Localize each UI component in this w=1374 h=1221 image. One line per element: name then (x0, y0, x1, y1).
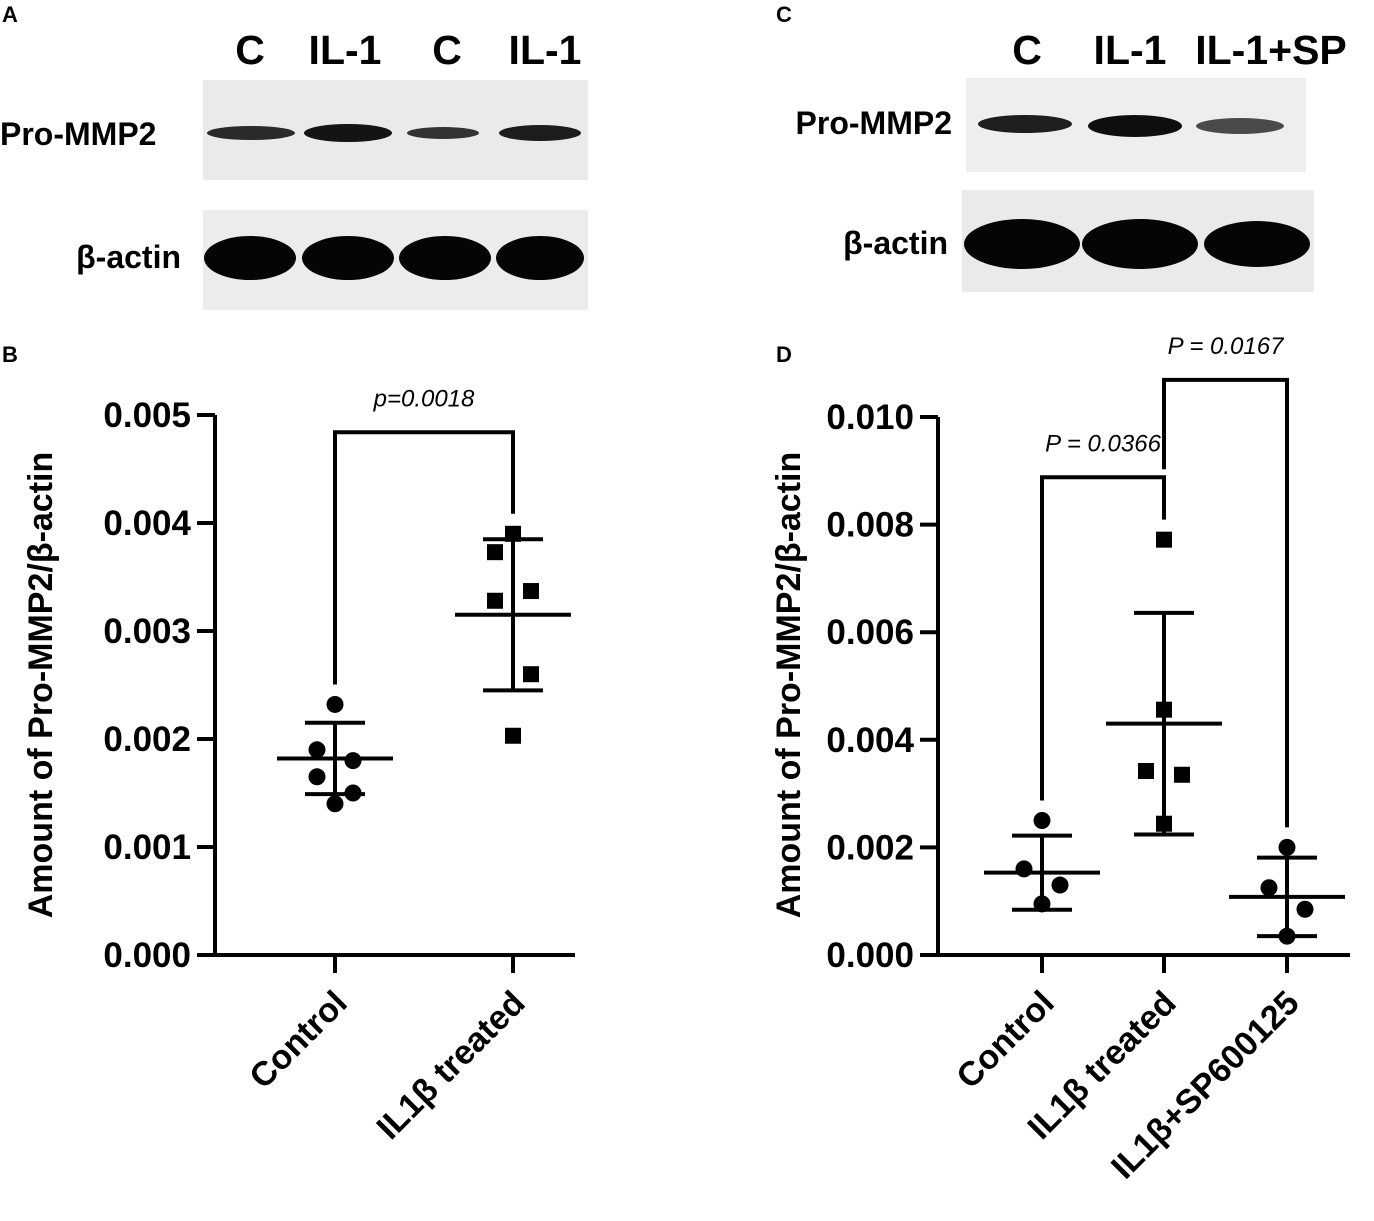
data-point-square (487, 592, 503, 609)
panel-a-row-2-label: β-actin (76, 239, 181, 275)
panel-a-lane-4-label: IL-1 (509, 27, 582, 73)
blot-band (964, 219, 1080, 269)
panel-a-lane-3-label: C (432, 27, 462, 73)
y-tick-label: 0.000 (103, 936, 191, 975)
data-point-circle (326, 695, 344, 713)
y-tick-label: 0.001 (103, 828, 191, 867)
blot-band (1204, 221, 1310, 267)
y-tick-label: 0.000 (826, 936, 914, 975)
data-point-circle (308, 768, 326, 786)
blot-band (496, 236, 584, 280)
panel-d-letter: D (776, 342, 792, 367)
data-point-circle (1296, 900, 1314, 918)
panel-c-row-2-label: β-actin (843, 225, 948, 261)
panel-a-lane-1-label: C (235, 27, 265, 73)
data-point-square (523, 583, 539, 600)
y-tick-label: 0.010 (826, 398, 914, 437)
data-point-circle (344, 752, 362, 770)
comparison-bracket (1162, 377, 1289, 828)
data-point-circle (1015, 860, 1033, 878)
y-tick-label: 0.008 (826, 506, 914, 545)
blot-band (204, 236, 296, 280)
panel-c-row-1-label: Pro-MMP2 (796, 105, 952, 141)
panel-c-lane-1-label: C (1012, 27, 1042, 73)
blot-band (499, 125, 581, 141)
panel-a: A C IL-1 C IL-1 Pro-MMP2 β-actin (0, 2, 588, 310)
blot-band (407, 127, 479, 139)
x-category-label: Control (242, 984, 354, 1096)
data-point-square (523, 666, 539, 683)
data-point-circle (308, 741, 326, 759)
data-point-square (1156, 531, 1172, 548)
y-axis-title: Amount of Pro-MMP2/β-actin (22, 452, 60, 919)
y-axis-title: Amount of Pro-MMP2/β-actin (770, 452, 808, 919)
y-tick-label: 0.005 (103, 396, 191, 435)
blot-band (1082, 219, 1198, 269)
data-point-circle (1260, 879, 1278, 897)
x-category-label: IL1β treated (370, 984, 533, 1147)
blot-band (1196, 118, 1284, 134)
p-value-label: p=0.0018 (373, 385, 475, 412)
y-tick-label: 0.004 (103, 504, 191, 543)
y-tick-label: 0.006 (826, 613, 914, 652)
chart-d: 0.000 0.002 0.004 0.006 0.008 0.010 Amount of … (770, 333, 1350, 1186)
blot-band (207, 126, 295, 140)
p-value-label: P = 0.0366 (1045, 430, 1162, 457)
y-tick-label: 0.004 (826, 721, 914, 760)
panel-a-lane-2-label: IL-1 (309, 27, 382, 73)
data-point-circle (1051, 876, 1069, 894)
blot-band (399, 236, 491, 280)
data-point-square (1174, 766, 1190, 783)
data-point-circle (1278, 838, 1296, 856)
panel-c-letter: C (776, 2, 792, 27)
y-tick-label: 0.002 (103, 720, 191, 759)
data-point-square (1138, 763, 1154, 780)
x-category-label: Control (949, 984, 1061, 1096)
comparison-bracket (1040, 475, 1166, 801)
blot-band (304, 124, 392, 142)
blot-band (302, 236, 394, 280)
data-point-circle (326, 795, 344, 813)
panel-b-letter: B (2, 342, 18, 367)
panel-c-lane-2-label: IL-1 (1094, 27, 1167, 73)
data-point-circle (1033, 812, 1051, 829)
data-point-square (487, 544, 503, 561)
data-point-square (505, 727, 521, 744)
panel-c: C C IL-1 IL-1+SP Pro-MMP2 β-actin (776, 2, 1347, 292)
chart-b: 0.000 0.001 0.002 0.003 0.004 0.005 Amount of … (22, 385, 575, 1147)
p-value-label: P = 0.0167 (1168, 333, 1286, 360)
panel-a-letter: A (2, 2, 18, 27)
panel-c-lane-3-label: IL-1+SP (1195, 27, 1347, 73)
blot-band (978, 115, 1072, 133)
panel-a-row-1-label: Pro-MMP2 (0, 116, 156, 152)
blot-band (1088, 115, 1182, 137)
y-tick-label: 0.002 (826, 828, 914, 867)
comparison-bracket (333, 430, 515, 685)
y-tick-label: 0.003 (103, 612, 191, 651)
